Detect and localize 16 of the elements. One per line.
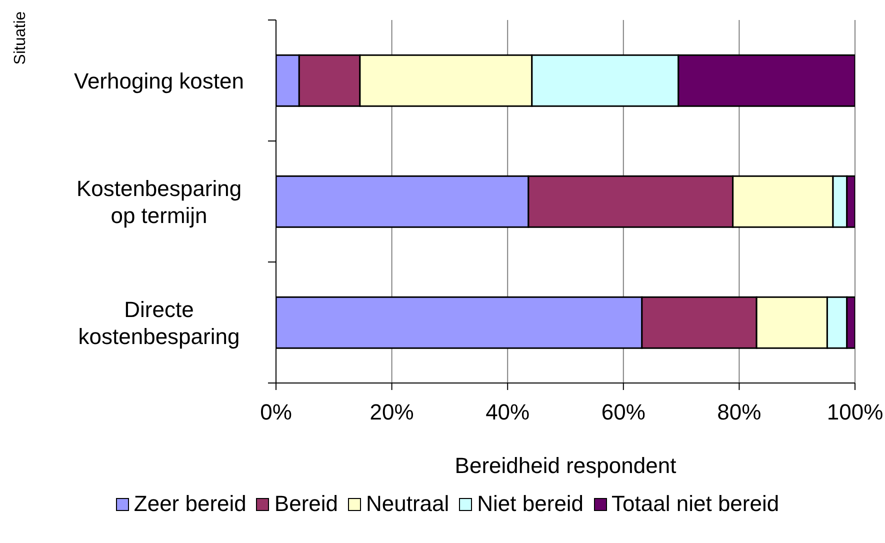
- legend-label: Neutraal: [366, 491, 450, 517]
- y-tick-label: Kostenbesparing op termijn: [76, 176, 242, 228]
- legend-label: Bereid: [274, 491, 338, 517]
- y-axis-title: Situatie: [12, 11, 28, 65]
- x-axis-title: Bereidheid respondent: [454, 453, 676, 478]
- x-tick-label: 0%: [260, 400, 292, 425]
- legend-label: Niet bereid: [477, 491, 584, 517]
- x-tick-label: 80%: [717, 400, 762, 425]
- x-tick-label: 40%: [486, 400, 530, 425]
- y-tick-label: Directe kostenbesparing: [78, 296, 240, 348]
- x-tick-label: 20%: [370, 400, 414, 425]
- legend-label: Totaal niet bereid: [612, 491, 780, 517]
- y-tick-label: Verhoging kosten: [74, 68, 244, 93]
- x-tick-label: 60%: [601, 400, 646, 425]
- x-tick-label: 100%: [826, 400, 884, 425]
- legend-label: Zeer bereid: [134, 491, 246, 517]
